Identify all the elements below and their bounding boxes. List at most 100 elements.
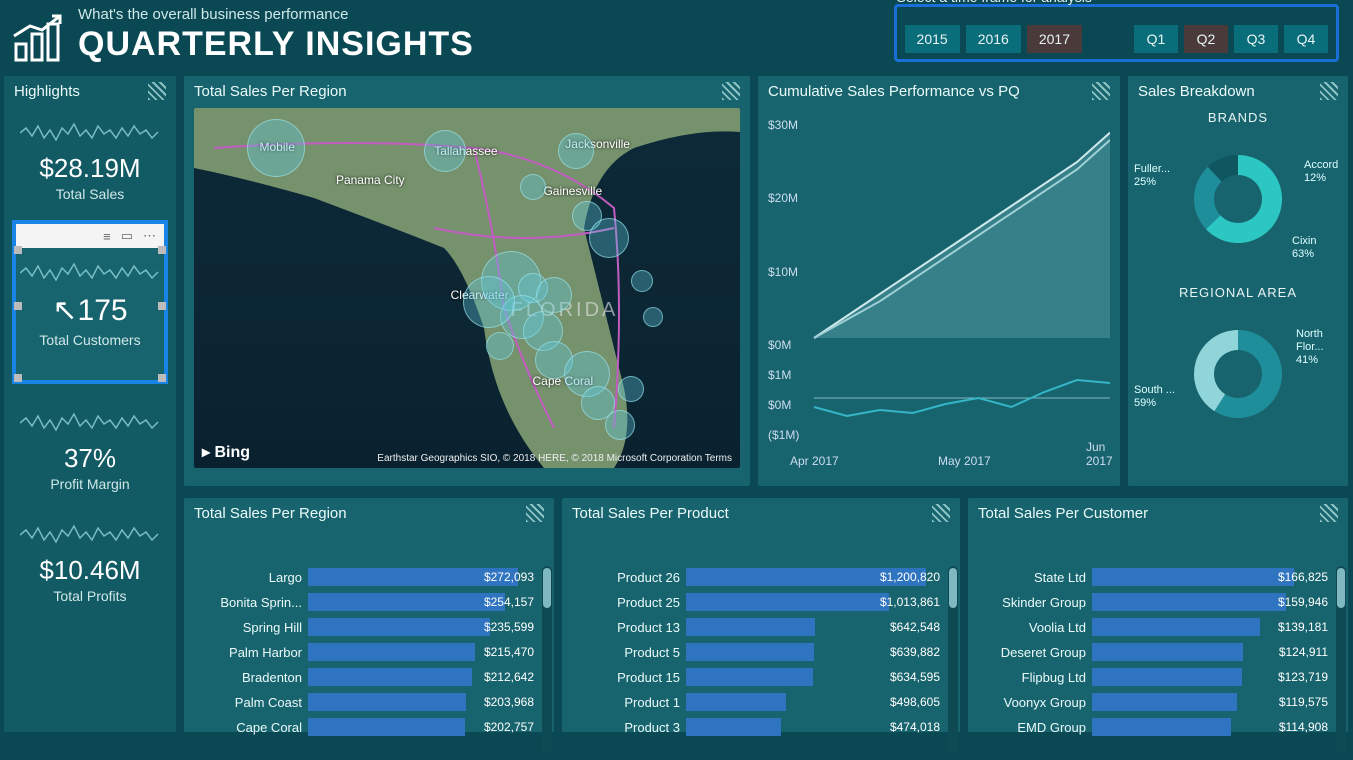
bar-track: $124,911 xyxy=(1092,643,1334,661)
quarter-button-q2[interactable]: Q2 xyxy=(1184,25,1228,53)
bar-track: $254,157 xyxy=(308,593,540,611)
more-icon[interactable]: ⋯ xyxy=(143,228,156,244)
bar-row[interactable]: Product 1$498,605 xyxy=(576,691,946,713)
y-tick-label: $20M xyxy=(768,191,798,205)
main-title: QUARTERLY INSIGHTS xyxy=(78,25,474,64)
bar-value: $1,200,820 xyxy=(880,568,940,586)
bar-category: Product 15 xyxy=(576,670,686,685)
bar-fill xyxy=(308,668,472,686)
map-bubble[interactable] xyxy=(558,133,594,169)
bar-row[interactable]: Cape Coral$202,757 xyxy=(198,716,540,738)
map-title: Total Sales Per Region xyxy=(194,83,347,100)
bar-track: $1,013,861 xyxy=(686,593,946,611)
bar-category: Product 13 xyxy=(576,620,686,635)
bar-category: Spring Hill xyxy=(198,620,308,635)
year-button-2016[interactable]: 2016 xyxy=(966,25,1021,53)
bar-value: $123,719 xyxy=(1278,668,1328,686)
map-bubble[interactable] xyxy=(486,332,514,360)
bar-row[interactable]: State Ltd$166,825 xyxy=(982,566,1334,588)
map-bubble[interactable] xyxy=(631,270,653,292)
bar-row[interactable]: Palm Coast$203,968 xyxy=(198,691,540,713)
map-bubble[interactable] xyxy=(643,307,663,327)
bar-row[interactable]: Voonyx Group $119,575 xyxy=(982,691,1334,713)
header: What's the overall business performance … xyxy=(0,0,1353,68)
bar-row[interactable]: EMD Group$114,908 xyxy=(982,716,1334,738)
cumulative-chart[interactable]: $30M$20M$10M$0M$1M$0M($1M)Apr 2017May 20… xyxy=(768,108,1110,468)
bar-row[interactable]: Spring Hill$235,599 xyxy=(198,616,540,638)
bar-category: Voonyx Group xyxy=(982,695,1092,710)
bar-row[interactable]: Bonita Sprin...$254,157 xyxy=(198,591,540,613)
map-visual[interactable]: FLORIDA ▸ Bing Earthstar Geographics SIO… xyxy=(194,108,740,468)
region-donut[interactable]: South ...59%North Flor...41% xyxy=(1128,304,1348,454)
bar-row[interactable]: Largo$272,093 xyxy=(198,566,540,588)
cumulative-svg xyxy=(768,108,1110,468)
map-bubble[interactable] xyxy=(424,130,466,172)
bar-row[interactable]: Product 25$1,013,861 xyxy=(576,591,946,613)
map-bubble[interactable] xyxy=(618,376,644,402)
bar-track: $272,093 xyxy=(308,568,540,586)
bar-row[interactable]: Bradenton$212,642 xyxy=(198,666,540,688)
map-bubble[interactable] xyxy=(247,119,305,177)
bars-region-panel: Total Sales Per Region Largo$272,093Boni… xyxy=(184,498,554,732)
bar-row[interactable]: Product 3$474,018 xyxy=(576,716,946,738)
bar-track: $642,548 xyxy=(686,618,946,636)
year-button-2015[interactable]: 2015 xyxy=(905,25,960,53)
highlight-card[interactable]: $28.19MTotal Sales xyxy=(4,104,176,216)
map-bubble[interactable] xyxy=(605,410,635,440)
region-heading: REGIONAL AREA xyxy=(1128,285,1348,300)
bar-fill xyxy=(1092,568,1294,586)
map-bubble[interactable] xyxy=(589,218,629,258)
bar-value: $203,968 xyxy=(484,693,534,711)
bar-category: Bradenton xyxy=(198,670,308,685)
bar-fill xyxy=(1092,693,1237,711)
bar-value: $498,605 xyxy=(890,693,940,711)
bar-track: $215,470 xyxy=(308,643,540,661)
bar-fill xyxy=(1092,618,1260,636)
donut-slice-label: Cixin63% xyxy=(1292,235,1316,261)
scrollbar[interactable] xyxy=(542,566,552,754)
bar-row[interactable]: Product 13$642,548 xyxy=(576,616,946,638)
bar-fill xyxy=(686,668,813,686)
bar-row[interactable]: Voolia Ltd$139,181 xyxy=(982,616,1334,638)
bar-fill xyxy=(1092,643,1243,661)
year-button-2017[interactable]: 2017 xyxy=(1027,25,1082,53)
bar-value: $202,757 xyxy=(484,718,534,736)
bar-row[interactable]: Flipbug Ltd$123,719 xyxy=(982,666,1334,688)
bar-row[interactable]: Deseret Group$124,911 xyxy=(982,641,1334,663)
highlight-card[interactable]: 37%Profit Margin xyxy=(4,394,176,506)
quarter-button-q3[interactable]: Q3 xyxy=(1234,25,1278,53)
brands-donut[interactable]: Cixin63%Fuller...25%Accord12% xyxy=(1128,129,1348,279)
y-tick-label: $1M xyxy=(768,368,791,382)
bar-row[interactable]: Skinder Group$159,946 xyxy=(982,591,1334,613)
bar-row[interactable]: Product 15$634,595 xyxy=(576,666,946,688)
bar-value: $272,093 xyxy=(484,568,534,586)
map-panel: Total Sales Per Region FLORIDA ▸ Bing Ea… xyxy=(184,76,750,486)
focus-icon[interactable]: ▭ xyxy=(121,228,133,244)
bar-value: $1,013,861 xyxy=(880,593,940,611)
bar-row[interactable]: Product 26 $1,200,820 xyxy=(576,566,946,588)
scrollbar[interactable] xyxy=(948,566,958,754)
map-bubble[interactable] xyxy=(520,174,546,200)
bar-row[interactable]: Product 5$639,882 xyxy=(576,641,946,663)
bar-value: $474,018 xyxy=(890,718,940,736)
highlight-card[interactable]: $10.46MTotal Profits xyxy=(4,506,176,618)
time-frame-label: Select a time frame for analysis xyxy=(897,0,1092,5)
x-tick-label: Apr 2017 xyxy=(790,454,839,468)
quarter-button-q4[interactable]: Q4 xyxy=(1284,25,1328,53)
bar-fill xyxy=(1092,668,1242,686)
bar-track: $235,599 xyxy=(308,618,540,636)
map-bubble[interactable] xyxy=(463,276,515,328)
scrollbar[interactable] xyxy=(1336,566,1346,754)
time-frame-slicer: Select a time frame for analysis 2015201… xyxy=(894,4,1339,62)
bar-category: Product 26 xyxy=(576,570,686,585)
bar-value: $119,575 xyxy=(1279,693,1328,711)
bar-fill xyxy=(686,643,814,661)
bar-value: $114,908 xyxy=(1279,718,1328,736)
highlight-card-selected[interactable]: ≡▭⋯↖175Total Customers xyxy=(12,220,168,384)
filter-icon[interactable]: ≡ xyxy=(103,229,111,244)
bars-product-panel: Total Sales Per Product Product 26$1,200… xyxy=(562,498,960,732)
x-tick-label: May 2017 xyxy=(938,454,991,468)
bar-track: $498,605 xyxy=(686,693,946,711)
quarter-button-q1[interactable]: Q1 xyxy=(1134,25,1178,53)
bar-row[interactable]: Palm Harbor$215,470 xyxy=(198,641,540,663)
